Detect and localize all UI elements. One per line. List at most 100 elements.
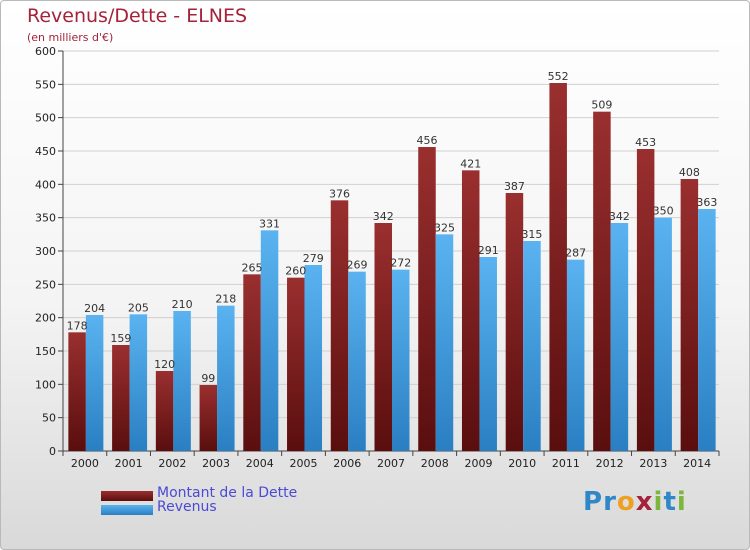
bar-revenue-2010	[523, 241, 541, 451]
value-label-debt-2014: 408	[679, 166, 700, 179]
y-tick-label: 600	[35, 45, 56, 58]
logo-letter: r	[603, 487, 617, 517]
x-tick-label: 2008	[421, 457, 449, 470]
value-label-revenue-2003: 218	[215, 293, 236, 306]
y-tick-label: 450	[35, 145, 56, 158]
value-label-debt-2009: 421	[460, 157, 481, 170]
value-label-revenue-2014: 363	[696, 196, 717, 209]
y-tick-label: 200	[35, 312, 56, 325]
value-label-revenue-2009: 291	[478, 244, 499, 257]
bar-debt-2002	[155, 371, 174, 451]
x-tick-label: 2009	[464, 457, 492, 470]
x-tick-label: 2004	[246, 457, 274, 470]
bar-debt-2001	[112, 345, 130, 451]
chart-title: Revenus/Dette - ELNES	[27, 5, 248, 27]
bar-revenue-2006	[348, 271, 366, 451]
value-label-debt-2013: 453	[635, 136, 656, 149]
y-tick-label: 50	[42, 412, 56, 425]
value-label-debt-2005: 260	[285, 265, 306, 278]
chart-subtitle: (en milliers d'€)	[27, 31, 114, 44]
value-label-debt-2012: 509	[591, 99, 612, 112]
value-label-revenue-2010: 315	[521, 228, 542, 241]
bar-debt-2014	[680, 179, 699, 451]
value-label-revenue-2006: 269	[347, 259, 368, 272]
y-tick-label: 150	[35, 345, 56, 358]
proxiti-logo: Proxiti	[583, 487, 687, 517]
value-label-revenue-2002: 210	[172, 298, 193, 311]
bar-debt-2005	[287, 277, 305, 451]
value-label-revenue-2000: 204	[84, 302, 105, 315]
value-label-revenue-2004: 331	[259, 217, 280, 230]
value-label-debt-2010: 387	[504, 180, 525, 193]
x-tick-label: 2001	[115, 457, 143, 470]
x-tick-label: 2002	[158, 457, 186, 470]
legend-label-revenue: Revenus	[157, 499, 217, 515]
bar-debt-2006	[330, 200, 349, 451]
bar-revenue-2008	[435, 234, 454, 451]
x-tick-label: 2007	[377, 457, 405, 470]
value-label-revenue-2001: 205	[128, 301, 149, 314]
y-tick-label: 400	[35, 178, 56, 191]
value-label-debt-2008: 456	[416, 134, 437, 147]
value-label-revenue-2012: 342	[609, 210, 630, 223]
x-tick-label: 2011	[552, 457, 580, 470]
bar-debt-2007	[374, 223, 392, 451]
y-tick-label: 550	[35, 78, 56, 91]
bar-revenue-2004	[260, 230, 279, 451]
value-label-debt-2000: 178	[67, 319, 88, 332]
legend-swatch-revenue	[101, 505, 153, 515]
x-tick-label: 2003	[202, 457, 230, 470]
bar-revenue-2007	[392, 269, 410, 451]
x-tick-label: 2006	[333, 457, 361, 470]
y-tick-label: 250	[35, 278, 56, 291]
value-label-revenue-2013: 350	[653, 205, 674, 218]
value-label-debt-2004: 265	[242, 261, 263, 274]
bar-debt-2013	[636, 149, 655, 451]
bar-debt-2010	[505, 193, 524, 451]
value-label-debt-2011: 552	[548, 70, 569, 83]
bar-revenue-2002	[173, 311, 191, 451]
value-label-revenue-2011: 287	[565, 247, 586, 260]
x-tick-label: 2010	[508, 457, 536, 470]
bars	[68, 83, 716, 452]
logo-letter: P	[583, 487, 604, 517]
value-label-debt-2001: 159	[110, 332, 131, 345]
y-tick-label: 0	[49, 445, 56, 458]
logo-letter: i	[676, 487, 687, 517]
bar-debt-2000	[68, 332, 86, 451]
bar-debt-2004	[243, 274, 261, 451]
legend-label-debt: Montant de la Dette	[157, 485, 298, 501]
bar-debt-2008	[418, 147, 436, 451]
bar-revenue-2009	[479, 257, 497, 451]
logo-letter: t	[663, 487, 677, 517]
logo-letter: i	[653, 487, 664, 517]
bar-debt-2012	[593, 111, 611, 452]
value-label-revenue-2005: 279	[303, 252, 324, 265]
bar-revenue-2011	[566, 259, 585, 451]
x-tick-label: 2013	[639, 457, 667, 470]
y-tick-label: 500	[35, 112, 56, 125]
y-tick-label: 100	[35, 378, 56, 391]
y-tick-label: 350	[35, 212, 56, 225]
value-label-debt-2003: 99	[201, 372, 215, 385]
bar-debt-2009	[461, 170, 480, 452]
logo-letter: x	[635, 487, 654, 517]
bar-revenue-2005	[304, 265, 323, 451]
legend-swatch-debt	[101, 491, 153, 501]
bar-debt-2003	[199, 385, 218, 451]
value-label-revenue-2007: 272	[390, 257, 411, 270]
axes: 0 50 100 150 200 250 300 350 400 450 500 550 600 2000…	[35, 45, 720, 470]
x-tick-label: 2014	[683, 457, 711, 470]
x-tick-label: 2000	[71, 457, 99, 470]
bar-revenue-2001	[129, 314, 148, 451]
bar-revenue-2003	[217, 305, 235, 451]
bar-revenue-2012	[610, 223, 629, 451]
value-label-debt-2002: 120	[154, 358, 175, 371]
bar-revenue-2013	[654, 217, 672, 451]
value-label-debt-2006: 376	[329, 187, 350, 200]
x-tick-label: 2005	[290, 457, 318, 470]
logo-letter: o	[616, 487, 636, 517]
bar-revenue-2014	[698, 209, 716, 451]
